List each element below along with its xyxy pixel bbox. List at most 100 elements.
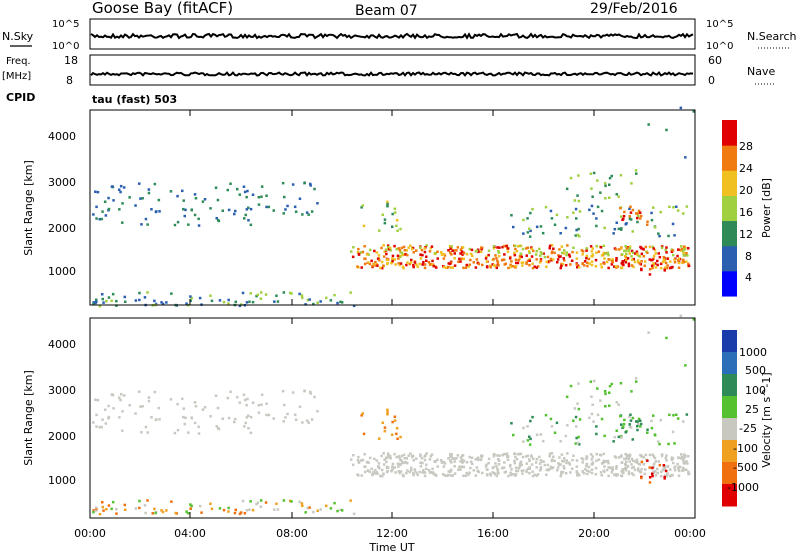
power-scatter-point	[630, 255, 633, 258]
velocity-scatter-point	[249, 500, 252, 503]
velocity-scatter-point	[459, 460, 462, 463]
power-scatter-point	[399, 262, 403, 265]
power-scatter-point	[226, 188, 229, 192]
velocity-scatter-point	[594, 466, 598, 470]
velocity-scatter-point	[357, 455, 360, 459]
power-scatter-point	[486, 265, 489, 269]
power-scatter-point	[632, 265, 635, 269]
velocity-scatter-point	[118, 416, 121, 419]
velocity-scatter-point	[245, 416, 249, 419]
velocity-scatter-point	[141, 405, 144, 408]
velocity-scatter-point	[421, 471, 424, 474]
velocity-scatter-point	[243, 398, 247, 402]
power-scatter-point	[621, 260, 624, 263]
velocity-scatter-point	[606, 459, 610, 463]
velocity-scatter-point	[234, 417, 237, 421]
power-scatter-point	[612, 232, 615, 235]
velocity-colorbar-swatch	[722, 484, 737, 507]
velocity-scatter-point	[102, 509, 105, 512]
power-scatter-point	[457, 260, 460, 263]
velocity-scatter-point	[624, 462, 627, 466]
power-scatter-point	[597, 250, 601, 253]
power-scatter-point	[393, 244, 396, 248]
power-scatter-point	[425, 255, 428, 258]
velocity-scatter-point	[400, 459, 404, 463]
velocity-scatter-point	[398, 471, 401, 475]
velocity-scatter-point	[350, 458, 353, 461]
power-scatter-point	[434, 252, 437, 255]
power-scatter-point	[535, 266, 538, 269]
power-scatter-point	[685, 260, 688, 263]
power-scatter-point	[267, 205, 271, 209]
power-scatter-point	[521, 264, 524, 267]
x-tick-0400: 04:00	[174, 527, 206, 540]
velocity-scatter-point	[283, 403, 286, 407]
power-scatter-point	[399, 227, 402, 231]
velocity-scatter-point	[367, 461, 370, 464]
velocity-scatter-point	[390, 470, 393, 473]
velocity-scatter-point	[107, 404, 110, 408]
velocity-cb-tick-500: 500	[745, 364, 766, 377]
power-scatter-point	[511, 265, 515, 268]
power-scatter-point	[389, 249, 392, 252]
velocity-scatter-point	[495, 474, 498, 478]
power-scatter-point	[425, 259, 428, 262]
power-scatter-point	[542, 252, 545, 255]
velocity-scatter-point	[596, 413, 600, 417]
power-scatter-point	[372, 262, 375, 266]
velocity-scatter-point	[382, 463, 386, 466]
power-scatter-point	[590, 255, 593, 258]
power-scatter-point	[671, 265, 674, 269]
velocity-panel-frame	[89, 317, 696, 519]
velocity-scatter-point	[536, 473, 540, 476]
power-scatter-point	[494, 254, 497, 257]
power-scatter-point	[251, 193, 255, 196]
velocity-scatter-point	[363, 453, 366, 456]
velocity-scatter-point	[578, 443, 581, 446]
velocity-scatter-point	[306, 506, 310, 510]
velocity-scatter-point	[298, 500, 301, 504]
power-scatter-point	[141, 197, 144, 200]
power-scatter-point	[635, 250, 639, 253]
power-scatter-point	[624, 254, 627, 258]
power-scatter-point	[617, 248, 621, 251]
power-scatter-point	[574, 234, 577, 237]
power-scatter-point	[201, 200, 205, 203]
power-scatter-point	[574, 207, 578, 211]
power-scatter-point	[96, 190, 100, 194]
power-scatter-point	[410, 258, 413, 262]
velocity-scatter-point	[357, 460, 361, 464]
power-scatter-point	[405, 263, 408, 267]
velocity-scatter-point	[423, 455, 426, 458]
velocity-scatter-point	[659, 418, 662, 422]
power-scatter-point	[443, 254, 447, 257]
power-scatter-point	[642, 255, 646, 258]
velocity-scatter-point	[619, 474, 623, 477]
velocity-scatter-point	[449, 455, 452, 458]
power-scatter-point	[530, 246, 533, 249]
velocity-scatter-point	[416, 473, 419, 477]
power-scatter-point	[415, 249, 418, 252]
power-scatter-point	[453, 264, 457, 267]
power-scatter-point	[340, 301, 344, 304]
power-scatter-point	[590, 260, 594, 263]
velocity-colorbar-swatch	[722, 418, 737, 441]
velocity-scatter-point	[671, 430, 675, 434]
velocity-scatter-point	[603, 390, 607, 393]
power-scatter-point	[534, 253, 538, 256]
velocity-scatter-point	[555, 421, 559, 425]
power-scatter-point	[575, 251, 579, 254]
velocity-scatter-point	[615, 467, 618, 470]
power-scatter-point	[522, 232, 525, 235]
power-scatter-point	[480, 247, 483, 251]
velocity-scatter-point	[650, 472, 654, 475]
velocity-scatter-point	[575, 436, 578, 440]
power-scatter-point	[615, 221, 618, 224]
power-scatter-point	[187, 223, 190, 226]
velocity-cb-tick-neg1000: -1000	[727, 481, 759, 494]
power-scatter-point	[510, 260, 513, 263]
velocity-scatter-point	[591, 461, 595, 465]
power-scatter-point	[518, 244, 521, 248]
freq-tick-top: 18	[64, 54, 78, 67]
power-cb-tick-16: 16	[739, 206, 753, 219]
